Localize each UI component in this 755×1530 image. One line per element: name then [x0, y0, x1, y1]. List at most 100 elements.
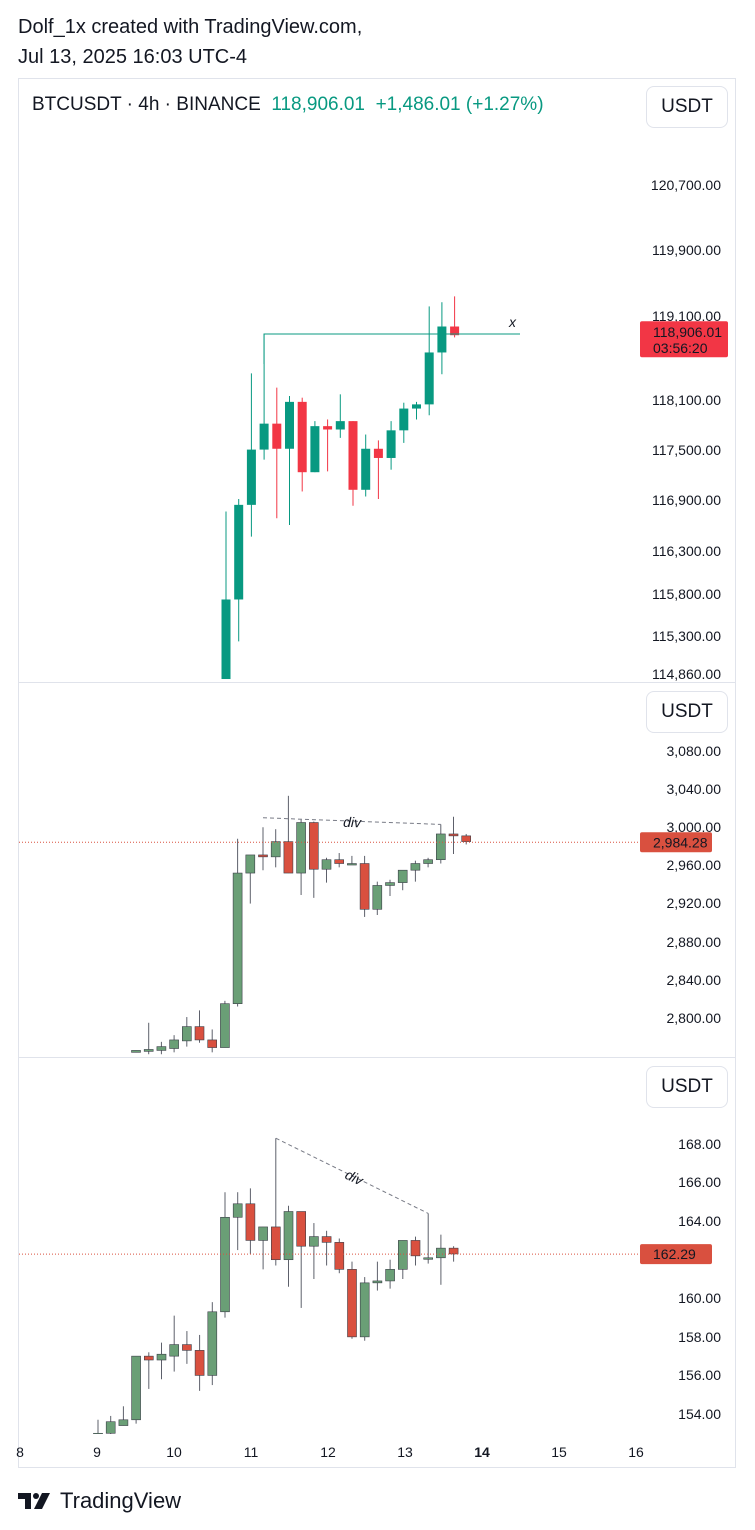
last-price-tag: [640, 832, 712, 853]
candle-body: [283, 841, 294, 874]
candle-body: [334, 1242, 345, 1270]
pane-top: 120,700.00 119,900.00 119,100.00 118,100.00…: [221, 177, 728, 682]
candle-body: [207, 1039, 217, 1048]
currency-button-middle[interactable]: USDT: [646, 691, 728, 733]
candle-body: [296, 822, 306, 874]
candle-body: [373, 448, 383, 458]
candle-body: [272, 423, 282, 449]
x-tick-label: 16: [628, 1444, 644, 1460]
candle-body: [258, 1226, 268, 1241]
candle-body: [321, 1236, 332, 1243]
candle-body: [397, 1240, 408, 1270]
candle-body: [194, 1026, 205, 1041]
candle-body: [397, 869, 408, 883]
candle-body: [424, 352, 434, 405]
pane-divider-1[interactable]: [18, 682, 736, 683]
horizontal-ray-line: [263, 333, 520, 365]
candle-body: [143, 1049, 154, 1052]
last-price-tag: [640, 321, 728, 358]
currency-button-bottom[interactable]: USDT: [646, 1066, 728, 1108]
candle-body: [245, 1203, 256, 1241]
candle-body: [423, 859, 433, 864]
candle-body: [399, 408, 409, 431]
candle-body: [259, 423, 269, 450]
divergence-line: [275, 1137, 429, 1214]
candle-body: [220, 1003, 230, 1048]
last-price-label: 162.29: [653, 1246, 696, 1262]
candle-body: [347, 863, 357, 866]
candle-body: [450, 326, 460, 336]
y-tick-label: 2,840.00: [667, 972, 722, 988]
candle-body: [461, 835, 472, 842]
candle-body: [182, 1344, 192, 1351]
last-price-label: 2,984.28: [653, 834, 708, 850]
y-tick-label: 118,100.00: [652, 392, 721, 408]
candle-body: [232, 1203, 243, 1218]
x-tick-label: 10: [166, 1444, 182, 1460]
symbol-name[interactable]: BTCUSDT · 4h · BINANCE: [32, 94, 261, 115]
y-tick-label: 115,800.00: [652, 586, 721, 602]
y-tick-label: 117,500.00: [652, 442, 721, 458]
candle-body: [131, 1355, 141, 1421]
candle-body: [93, 1432, 103, 1434]
candle-body: [169, 1344, 179, 1357]
candle-body: [372, 1280, 383, 1284]
y-tick-label: 3,000.00: [667, 819, 722, 835]
tradingview-logo-icon: [18, 1493, 50, 1509]
candle-body: [232, 872, 243, 1004]
candle-body: [372, 885, 383, 910]
footer-brand: TradingView: [60, 1488, 182, 1513]
x-tick-label: 11: [244, 1444, 259, 1460]
y-tick-label: 160.00: [678, 1290, 721, 1306]
candle-body: [246, 449, 256, 505]
y-tick-label: 158.00: [678, 1329, 721, 1345]
last-price-label: 118,906.01: [653, 324, 722, 340]
pane-divider-2[interactable]: [18, 1057, 736, 1058]
candles-top: [221, 296, 460, 680]
candle-body: [334, 859, 345, 864]
candle-body: [221, 599, 231, 680]
candle-body: [258, 854, 268, 858]
candle-body: [321, 859, 332, 870]
y-tick-label: 120,700.00: [651, 177, 721, 193]
currency-button-top[interactable]: USDT: [646, 86, 728, 128]
candle-body: [359, 863, 370, 910]
y-tick-label: 166.00: [678, 1174, 721, 1190]
candle-body: [448, 1247, 459, 1255]
candle-body: [323, 426, 333, 430]
y-tick-label: 116,900.00: [652, 492, 721, 508]
candle-body: [309, 1236, 319, 1247]
x-tick-label: 13: [397, 1444, 413, 1460]
candle-body: [105, 1421, 116, 1434]
chart-frame: [18, 78, 736, 1468]
candle-body: [207, 1311, 218, 1376]
y-tick-label: 2,920.00: [667, 895, 722, 911]
candle-body: [359, 1282, 370, 1338]
y-tick-label: 2,960.00: [667, 857, 722, 873]
pane-middle: 3,080.00 3,040.00 3,000.00 2,960.00 2,920.00…: [19, 743, 722, 1055]
x-tick-label: 14: [474, 1444, 490, 1460]
candle-body: [361, 448, 371, 490]
pane-bottom: 168.00 166.00 164.00 160.00 158.00 156.00 154.…: [16, 1136, 721, 1460]
candle-body: [220, 1216, 230, 1313]
candles-bottom: [93, 1138, 459, 1434]
y-tick-label: 2,880.00: [667, 934, 722, 950]
candle-body: [436, 1247, 446, 1259]
candle-body: [335, 421, 345, 430]
candles-middle: [131, 795, 472, 1055]
x-tick-label: 12: [320, 1444, 336, 1460]
candle-body: [423, 1257, 434, 1260]
y-tick-label: 3,040.00: [667, 781, 722, 797]
symbol-legend: BTCUSDT · 4h · BINANCE 118,906.01 +1,486…: [32, 94, 544, 116]
candle-body: [118, 1419, 129, 1426]
countdown-label: 03:56:20: [653, 340, 708, 356]
candle-body: [296, 1211, 307, 1247]
divergence-label: div: [343, 814, 362, 831]
candle-body: [156, 1046, 167, 1051]
y-tick-label: 115,300.00: [652, 628, 721, 644]
candle-body: [308, 822, 319, 870]
candle-body: [283, 1211, 294, 1261]
y-tick-label: 164.00: [678, 1213, 721, 1229]
candle-body: [347, 1269, 357, 1338]
